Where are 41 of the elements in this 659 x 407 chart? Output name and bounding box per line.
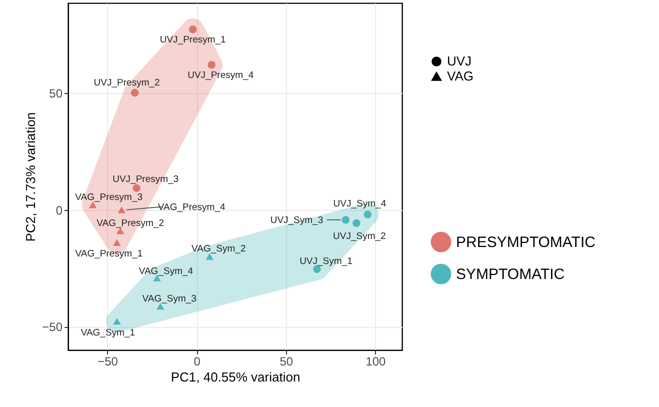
x-tick-label: 100 <box>366 354 386 368</box>
text: UVJ <box>447 54 472 68</box>
annotation: UVJ_Sym_3 <box>270 214 324 226</box>
point <box>206 253 214 260</box>
annotation: UVJ_Presym_4 <box>188 70 254 81</box>
annotation: VAG_Presym_1 <box>75 248 143 260</box>
annotation: VAG_Presym_2 <box>96 218 164 229</box>
x-tick-label: 0 <box>194 354 201 368</box>
x-tick-label: −50 <box>98 354 118 368</box>
point <box>113 239 121 246</box>
point <box>342 216 350 224</box>
point <box>113 318 121 325</box>
y-tick-label: 50 <box>49 86 63 100</box>
annotation: UVJ_Sym_4 <box>333 198 386 210</box>
annotation: VAG_Sym_1 <box>80 327 136 338</box>
annotation: VAG_Sym_2 <box>192 244 246 255</box>
annotation: UVJ_Presym_2 <box>94 78 160 89</box>
point <box>208 61 216 69</box>
legend-label: SYMPTOMATIC <box>456 266 565 283</box>
annotation: VAG_Presym_4 <box>158 202 226 213</box>
annotation: VAG_Sym_4 <box>138 266 194 278</box>
y-tick-label: −50 <box>42 320 63 334</box>
y-tick-label: 0 <box>56 203 63 218</box>
x-tick-label: 50 <box>280 354 294 368</box>
point <box>364 210 372 218</box>
point <box>132 184 140 192</box>
x-axis-title: PC1, 40.55% variation <box>170 370 300 384</box>
annotation: VAG_Sym_3 <box>142 293 196 304</box>
annotation: UVJ_Presym_1 <box>160 34 226 46</box>
point <box>118 206 126 214</box>
point <box>130 88 139 97</box>
point <box>352 219 360 227</box>
point <box>88 202 97 208</box>
annotation: UVJ_Presym_3 <box>112 174 179 186</box>
y-axis-title: PC2, 17.73% variation <box>23 112 38 242</box>
annotation: VAG_Presym_3 <box>75 192 143 203</box>
annotation: UVJ_Sym_1 <box>300 256 352 268</box>
text: VAG <box>447 68 474 84</box>
legend-label: PRESYMPTOMATIC <box>456 234 596 251</box>
annotation: UVJ_Sym_2 <box>333 231 386 242</box>
point <box>188 26 197 34</box>
